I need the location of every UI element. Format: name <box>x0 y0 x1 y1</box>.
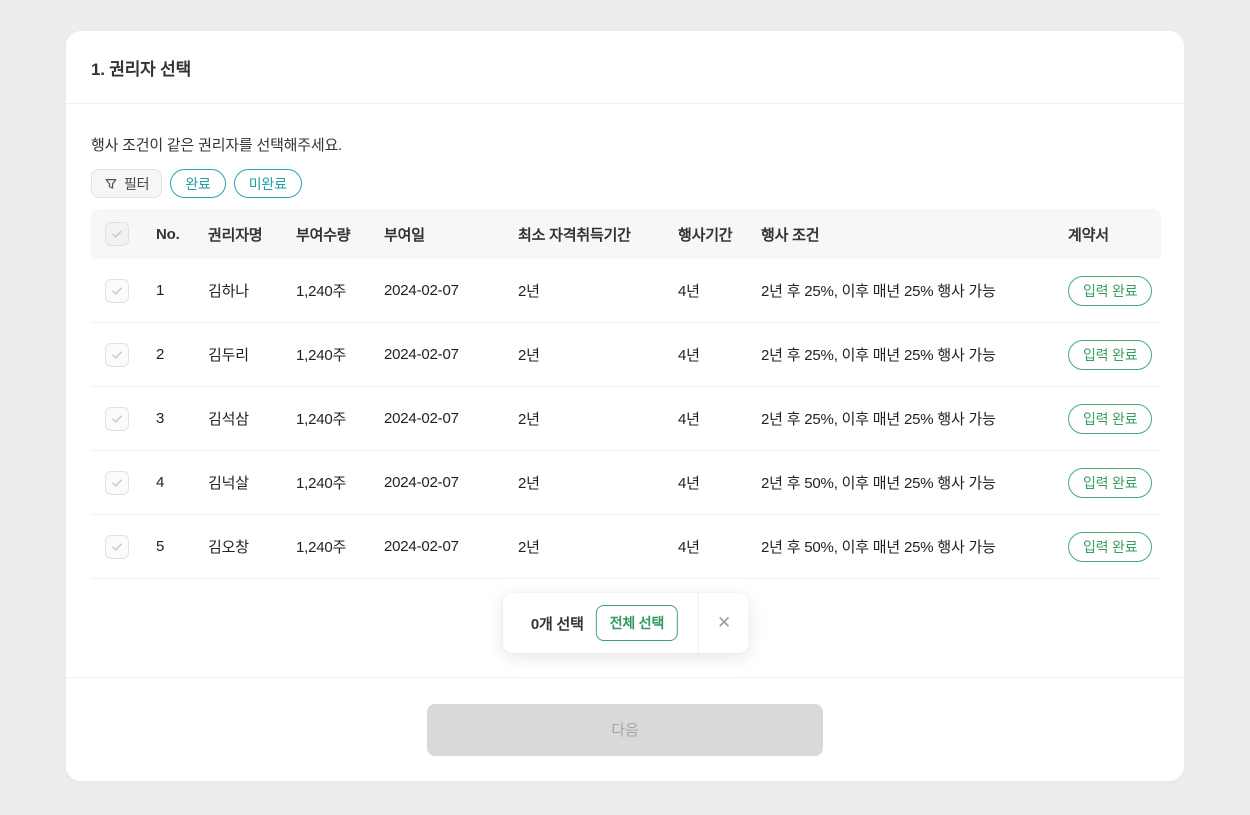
row-name: 김하나 <box>208 283 249 300</box>
row-number: 4 <box>156 474 165 491</box>
check-icon <box>112 351 122 359</box>
row-quantity: 1,240주 <box>296 411 347 428</box>
row-name: 김넉살 <box>208 475 249 492</box>
column-header-exercise-period: 행사기간 <box>678 226 733 244</box>
check-icon <box>112 543 122 551</box>
contract-status-badge[interactable]: 입력 완료 <box>1068 531 1153 562</box>
row-number: 1 <box>156 282 165 299</box>
filter-pill-incomplete[interactable]: 미완료 <box>233 169 302 198</box>
row-min-vesting: 2년 <box>518 411 540 428</box>
column-header-contract: 계약서 <box>1068 226 1109 244</box>
row-checkbox[interactable] <box>105 278 129 303</box>
selection-bar-divider <box>698 593 700 653</box>
row-min-vesting: 2년 <box>518 475 540 492</box>
row-grant-date: 2024-02-07 <box>384 282 459 299</box>
row-checkbox[interactable] <box>105 470 129 495</box>
row-grant-date: 2024-02-07 <box>384 474 459 491</box>
card-body: 행사 조건이 같은 권리자를 선택해주세요. 필터 완료 미완료 No. 권리자… <box>66 104 1184 677</box>
row-exercise-condition: 2년 후 50%, 이후 매년 25% 행사 가능 <box>761 475 996 492</box>
instruction-text: 행사 조건이 같은 권리자를 선택해주세요. <box>91 137 343 154</box>
filter-pill-complete[interactable]: 완료 <box>170 169 226 198</box>
table-row[interactable]: 2 김두리 1,240주 2024-02-07 2년 4년 2년 후 25%, … <box>91 323 1161 387</box>
column-header-min-vesting: 최소 자격취득기간 <box>518 226 631 244</box>
select-all-checkbox[interactable] <box>105 222 129 246</box>
check-icon <box>112 415 122 423</box>
row-exercise-period: 4년 <box>678 347 700 364</box>
row-checkbox[interactable] <box>105 342 129 367</box>
row-min-vesting: 2년 <box>518 539 540 556</box>
filter-button-label: 필터 <box>124 175 150 192</box>
page-title: 1. 권리자 선택 <box>91 59 192 79</box>
row-checkbox[interactable] <box>105 406 129 431</box>
close-icon[interactable]: ✕ <box>699 593 749 653</box>
row-name: 김석삼 <box>208 411 249 428</box>
row-grant-date: 2024-02-07 <box>384 538 459 555</box>
selection-bar-content: 0개 선택 전체 선택 <box>503 593 698 653</box>
row-quantity: 1,240주 <box>296 347 347 364</box>
column-header-name: 권리자명 <box>208 226 263 244</box>
row-min-vesting: 2년 <box>518 347 540 364</box>
row-grant-date: 2024-02-07 <box>384 346 459 363</box>
rights-holder-selection-card: 1. 권리자 선택 행사 조건이 같은 권리자를 선택해주세요. 필터 완료 미… <box>65 30 1185 782</box>
row-exercise-period: 4년 <box>678 411 700 428</box>
card-header: 1. 권리자 선택 <box>66 31 1184 104</box>
check-icon <box>112 230 122 238</box>
row-name: 김두리 <box>208 347 249 364</box>
row-number: 3 <box>156 410 165 427</box>
next-button[interactable]: 다음 <box>427 703 823 756</box>
column-header-exercise-condition: 행사 조건 <box>761 226 820 244</box>
row-name: 김오창 <box>208 539 249 556</box>
row-exercise-condition: 2년 후 25%, 이후 매년 25% 행사 가능 <box>761 411 996 428</box>
row-exercise-condition: 2년 후 25%, 이후 매년 25% 행사 가능 <box>761 283 996 300</box>
filter-button[interactable]: 필터 <box>91 169 163 198</box>
selection-count: 0개 선택 <box>530 615 584 633</box>
check-icon <box>112 287 122 295</box>
table-header-row: No. 권리자명 부여수량 부여일 최소 자격취득기간 행사기간 행사 조건 계… <box>91 209 1161 259</box>
column-header-no: No. <box>156 225 180 243</box>
row-quantity: 1,240주 <box>296 283 347 300</box>
selection-bar: 0개 선택 전체 선택 ✕ <box>502 593 750 653</box>
check-icon <box>112 479 122 487</box>
contract-status-badge[interactable]: 입력 완료 <box>1068 467 1153 498</box>
table-row[interactable]: 3 김석삼 1,240주 2024-02-07 2년 4년 2년 후 25%, … <box>91 387 1161 451</box>
row-quantity: 1,240주 <box>296 475 347 492</box>
row-exercise-period: 4년 <box>678 539 700 556</box>
filter-row: 필터 완료 미완료 <box>91 169 1159 198</box>
row-checkbox[interactable] <box>105 534 129 559</box>
row-exercise-period: 4년 <box>678 475 700 492</box>
contract-status-badge[interactable]: 입력 완료 <box>1068 339 1153 370</box>
column-header-grant-date: 부여일 <box>384 226 425 244</box>
row-quantity: 1,240주 <box>296 539 347 556</box>
card-footer: 다음 <box>66 677 1184 781</box>
contract-status-badge[interactable]: 입력 완료 <box>1068 275 1153 306</box>
row-exercise-period: 4년 <box>678 283 700 300</box>
row-number: 2 <box>156 346 165 363</box>
row-exercise-condition: 2년 후 50%, 이후 매년 25% 행사 가능 <box>761 539 996 556</box>
contract-status-badge[interactable]: 입력 완료 <box>1068 403 1153 434</box>
select-all-button[interactable]: 전체 선택 <box>595 605 679 641</box>
table-body: 1 김하나 1,240주 2024-02-07 2년 4년 2년 후 25%, … <box>91 259 1161 579</box>
funnel-icon <box>104 177 118 191</box>
row-number: 5 <box>156 538 165 555</box>
row-exercise-condition: 2년 후 25%, 이후 매년 25% 행사 가능 <box>761 347 996 364</box>
table-row[interactable]: 4 김넉살 1,240주 2024-02-07 2년 4년 2년 후 50%, … <box>91 451 1161 515</box>
rights-holder-table: No. 권리자명 부여수량 부여일 최소 자격취득기간 행사기간 행사 조건 계… <box>91 209 1161 579</box>
row-min-vesting: 2년 <box>518 283 540 300</box>
row-grant-date: 2024-02-07 <box>384 410 459 427</box>
column-header-quantity: 부여수량 <box>296 226 351 244</box>
table-row[interactable]: 5 김오창 1,240주 2024-02-07 2년 4년 2년 후 50%, … <box>91 515 1161 579</box>
table-row[interactable]: 1 김하나 1,240주 2024-02-07 2년 4년 2년 후 25%, … <box>91 259 1161 323</box>
